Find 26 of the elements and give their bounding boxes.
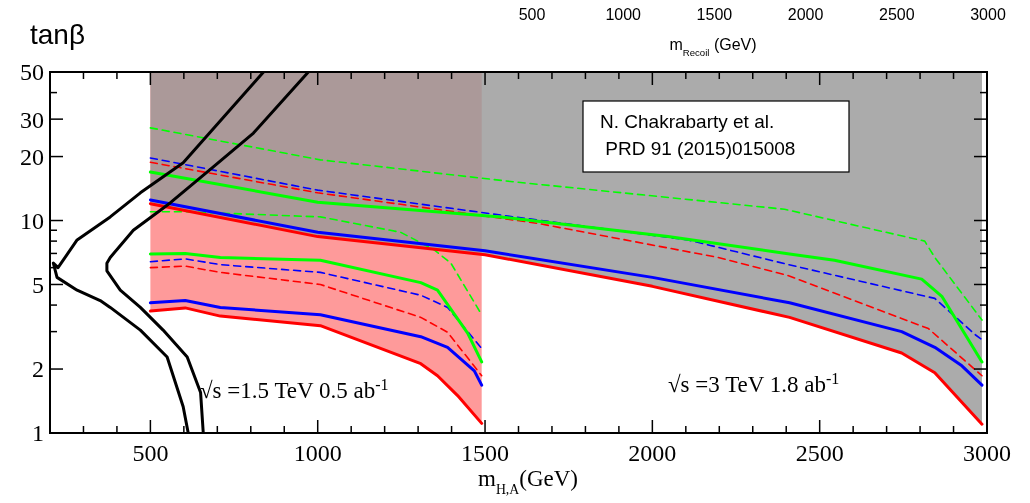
y-tick-label: 1: [32, 420, 44, 447]
x-tick-label: 1000: [293, 440, 342, 466]
citation-box: N. Chakrabarty et al. PRD 91 (2015)015008: [582, 100, 850, 173]
x2-tick-label: 2000: [787, 6, 824, 23]
y-axis-title: tanβ: [30, 19, 86, 50]
annotation: √s =1.5 TeV 0.5 ab$^{-1}$: [200, 375, 389, 403]
x2-tick-label: 2500: [879, 6, 915, 23]
x-axis-title: m$_{H,A}$(GeV): [477, 466, 579, 497]
x-tick-label: 2000: [628, 440, 677, 466]
x2-tick-label: 3000: [970, 6, 1006, 23]
y-tick-label: 20: [20, 143, 44, 170]
y-tick-label: 10: [20, 207, 44, 234]
y-tick-label: 2: [32, 356, 44, 383]
x2-tick-label: 1500: [696, 6, 733, 23]
x2-tick-label: 1000: [605, 6, 642, 23]
y-tick-label: 30: [20, 106, 44, 133]
y-tick-label: 5: [32, 271, 44, 298]
annotation: N. Chakrabarty et al. PRD 91 (2015)015008: [600, 111, 796, 159]
x-tick-label: 1500: [461, 440, 510, 466]
y-tick-label: 50: [20, 59, 44, 86]
annotation: √s =3 TeV 1.8 ab$^{-1}$: [668, 369, 840, 397]
x-tick-label: 2500: [795, 440, 844, 466]
x2-axis-title: m$_{Recoil}$ (GeV): [669, 36, 757, 58]
x2-tick-label: 500: [518, 6, 546, 23]
x-tick-label: 3000: [963, 440, 1011, 466]
x-tick-label: 500: [132, 440, 169, 466]
